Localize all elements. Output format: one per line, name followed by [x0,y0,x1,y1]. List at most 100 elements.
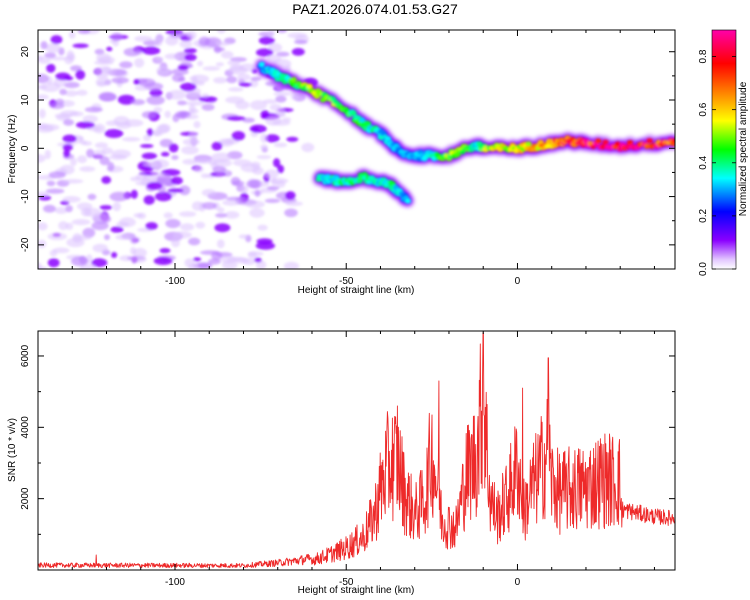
noise-blob [178,185,191,196]
noise-blob [95,77,112,86]
colorbar-ticks: 0.0 0.2 0.4 0.6 0.8 [698,49,736,276]
ridge-branch-core [315,171,412,204]
noise-blob [249,79,259,88]
noise-blob [59,164,75,175]
noise-blob [131,99,146,106]
noise-blob [43,204,56,213]
noise-blob [107,161,115,172]
noise-blob [111,77,129,84]
noise-blob [50,35,63,45]
noise-blob [182,138,200,146]
noise-blob [101,147,114,155]
noise-blob [177,64,189,71]
noise-blob [201,189,216,197]
ridge-main-core-dot [525,141,532,147]
noise-blob [153,106,163,113]
x-tick-label: -50 [339,577,354,588]
y-tick-label: 4000 [20,416,31,439]
noise-blob [221,51,234,59]
noise-blob [179,40,193,49]
noise-blob [165,36,179,46]
noise-blob [201,202,217,210]
noise-blob [193,121,201,129]
noise-blob [178,77,186,82]
noise-blob [197,60,204,67]
noise-blob [153,131,163,137]
noise-blob [75,121,95,129]
noise-blob [76,202,93,211]
noise-blob [231,131,246,141]
noise-blob [47,258,60,268]
noise-blob [237,73,251,81]
noise-blob [38,154,46,163]
noise-blob [38,94,49,100]
noise-blob [290,92,299,101]
noise-blob [282,117,292,122]
noise-blob [45,188,65,194]
noise-blob [65,205,73,213]
ridge-main-core-dot [454,152,461,158]
noise-blob [46,63,56,73]
noise-blob [48,171,66,179]
noise-blob [267,30,275,38]
noise-blob [59,88,67,96]
noise-blob [250,76,262,81]
noise-blob [264,198,281,203]
noise-blob [62,196,81,203]
noise-blob [44,52,57,59]
noise-blob [201,93,209,98]
noise-blob [256,155,272,160]
colorbar-tick-label: 0.8 [698,49,709,63]
noise-blob [173,231,192,239]
y-tick-label: 10 [20,94,31,106]
noise-blob [167,89,187,100]
noise-blob [79,166,96,172]
noise-blob [62,144,74,151]
noise-blob [260,110,270,119]
noise-blob [167,188,184,193]
colorbar-tick-label: 0.0 [698,262,709,276]
noise-blob [38,239,47,249]
noise-blob [291,48,305,56]
x-tick-label: -50 [339,276,354,287]
noise-blob [101,176,112,184]
noise-blob [254,257,262,263]
noise-blob [181,145,199,155]
ridge-main-core-dot [595,138,602,144]
snr-xlabel: Height of straight line (km) [298,585,415,596]
noise-blob [143,195,155,205]
noise-blob [238,234,249,239]
noise-blob [287,32,308,39]
noise-blob [266,186,280,191]
noise-blob [116,221,130,227]
noise-blob [112,202,121,212]
noise-blob [193,165,204,173]
ridge-main-core-dot [365,121,372,127]
noise-blob [92,243,108,253]
noise-blob [269,104,282,111]
noise-blob [250,161,261,168]
ridge-main-core-dot [626,140,634,146]
noise-blob [124,119,144,127]
noise-blob [70,65,82,72]
noise-blob [202,66,221,71]
noise-blob [111,252,118,258]
noise-blob [264,134,280,143]
noise-blob [153,36,163,47]
snr-ylabel: SNR (10 * v/v) [7,418,18,482]
noise-blob [63,81,80,89]
noise-blob [49,249,58,257]
noise-blob [155,191,172,202]
noise-blob [213,47,226,52]
ridge-main-core-dot [624,144,631,150]
noise-blob [155,57,164,61]
noise-blob [165,218,181,229]
noise-blob [273,158,281,168]
noise-blob [164,53,180,60]
noise-blob [142,46,161,55]
noise-blob [138,78,156,87]
noise-blob [99,92,117,102]
noise-blob [72,43,89,49]
